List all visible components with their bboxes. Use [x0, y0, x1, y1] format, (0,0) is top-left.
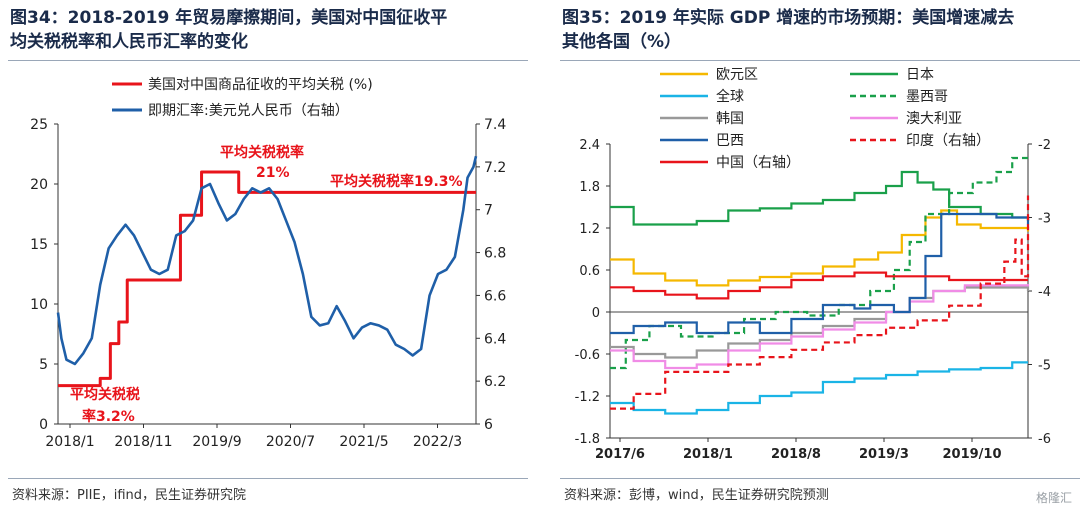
right-title-line2: 其他各国（%）	[562, 32, 682, 52]
right-y2-tick-label: -4	[1038, 285, 1051, 300]
left-x-tick-label: 2021/5	[339, 434, 388, 450]
right-y2-tick-label: -2	[1038, 138, 1051, 153]
left-y2-tick-label: 6.8	[484, 246, 506, 262]
right-x-tick-label: 2017/6	[595, 447, 645, 462]
right-legend-label-1: 日本	[906, 67, 934, 83]
right-legend-label-8: 中国（右轴）	[716, 155, 800, 171]
right-x-tick-label: 2019/10	[942, 447, 1001, 462]
left-legend-label-tariff: 美国对中国商品征收的平均关税 (%)	[148, 77, 373, 93]
right-legend-label-0: 欧元区	[716, 67, 758, 83]
left-annotation-tariff-peak-1: 平均关税税率	[220, 144, 304, 161]
right-y-tick-label: 0.6	[579, 264, 600, 279]
right-legend-label-2: 全球	[716, 88, 744, 105]
left-series-fx-line	[56, 155, 478, 366]
left-y2-tick-label: 6.6	[484, 288, 506, 304]
right-y-tick-label: 0	[592, 306, 600, 321]
left-y-tick-label: 5	[39, 357, 48, 373]
left-annotation-tariff-current: 平均关税税率19.3%	[330, 173, 463, 190]
right-y-tick-label: 2.4	[579, 138, 600, 153]
right-series-line-0	[610, 209, 1030, 287]
left-y-tick-label: 20	[30, 177, 48, 193]
right-title-line1: 图35：2019 年实际 GDP 增速的市场预期：美国增速减去	[562, 8, 1015, 28]
left-y-tick-label: 0	[39, 417, 48, 433]
left-x-tick-label: 2019/9	[192, 434, 241, 450]
left-annotation-tariff-start-1: 平均关税税	[70, 386, 140, 403]
right-y-tick-label: 1.2	[579, 222, 600, 237]
right-y2-tick-label: -5	[1038, 359, 1051, 374]
right-series-line-8	[610, 271, 1028, 300]
right-y-tick-label: -1.8	[575, 432, 600, 447]
left-chart-title: 图34：2018-2019 年贸易摩擦期间，美国对中国征收平 均关税税率和人民币…	[10, 6, 530, 54]
right-legend-label-4: 韩国	[716, 111, 744, 127]
right-legend-label-6: 巴西	[716, 133, 744, 149]
right-source: 资料来源：彭博，wind，民生证券研究院预测	[564, 488, 829, 503]
left-y2-tick-label: 6.4	[484, 331, 506, 347]
right-series-line-5	[610, 284, 1030, 370]
right-x-tick-label: 2019/3	[859, 447, 909, 462]
left-y-tick-label: 25	[30, 117, 48, 133]
right-series-line-6	[610, 212, 1030, 335]
right-legend-label-7: 印度（右轴）	[906, 133, 990, 149]
right-series-line-2	[610, 361, 1028, 415]
right-x-tick-label: 2018/8	[771, 447, 821, 462]
left-title-divider	[8, 60, 528, 61]
left-x-tick-label: 2022/3	[413, 434, 462, 450]
left-y-tick-label: 10	[30, 297, 48, 313]
left-x-tick-label: 2020/7	[266, 434, 315, 450]
left-source-divider	[8, 478, 528, 479]
left-legend-label-fx: 即期汇率:美元兑人民币（右轴）	[148, 102, 349, 119]
left-series-tariff-line	[58, 170, 476, 388]
right-title-divider	[560, 60, 1080, 61]
left-x-tick-label: 2018/11	[114, 434, 172, 450]
left-y2-tick-label: 7	[484, 203, 493, 219]
left-y-tick-label: 15	[30, 237, 48, 253]
right-y-tick-label: 1.8	[579, 180, 600, 195]
left-y2-tick-label: 7.2	[484, 160, 506, 176]
right-chart-title: 图35：2019 年实际 GDP 增速的市场预期：美国增速减去 其他各国（%）	[562, 6, 1080, 54]
right-y2-tick-label: -6	[1038, 432, 1051, 447]
left-annotation-tariff-start-2: 率3.2%	[82, 408, 135, 425]
right-y2-tick-label: -3	[1038, 212, 1051, 227]
left-y2-tick-label: 7.4	[484, 117, 506, 133]
left-x-tick-label: 2018/1	[45, 434, 94, 450]
left-title-line1: 图34：2018-2019 年贸易摩擦期间，美国对中国征收平	[10, 8, 448, 28]
right-chart: -1.8 -1.2 -0.6 0 0.6 1.2 1.8 2.4 -6 -5 -4 -3 -2 2017/…	[575, 67, 1051, 462]
right-legend-label-3: 墨西哥	[906, 89, 948, 105]
right-x-tick-label: 2018/1	[683, 447, 733, 462]
watermark-logo: 格隆汇	[1035, 491, 1072, 505]
right-y-tick-label: -0.6	[575, 348, 600, 363]
left-chart: 0 5 10 15 20 25 6 6.2 6.4 6.6 6.8 7 7.2 7.4 2018/1 2018…	[30, 77, 506, 450]
right-source-divider	[560, 478, 1080, 479]
right-y-tick-label: -1.2	[575, 390, 600, 405]
left-annotation-tariff-peak-2: 21%	[256, 165, 290, 181]
right-series-line-7	[610, 195, 1030, 410]
left-source: 资料来源：PIIE，ifind，民生证券研究院	[12, 488, 247, 503]
right-chart-panel: 图35：2019 年实际 GDP 增速的市场预期：美国增速减去 其他各国（%） …	[552, 0, 1080, 514]
left-y2-tick-label: 6	[484, 417, 493, 433]
left-title-line2: 均关税税率和人民币汇率的变化	[10, 32, 248, 52]
right-series-line-1	[610, 170, 1030, 226]
left-chart-panel: 图34：2018-2019 年贸易摩擦期间，美国对中国征收平 均关税税率和人民币…	[8, 6, 530, 503]
right-legend-label-5: 澳大利亚	[906, 111, 962, 127]
left-y2-tick-label: 6.2	[484, 374, 506, 390]
